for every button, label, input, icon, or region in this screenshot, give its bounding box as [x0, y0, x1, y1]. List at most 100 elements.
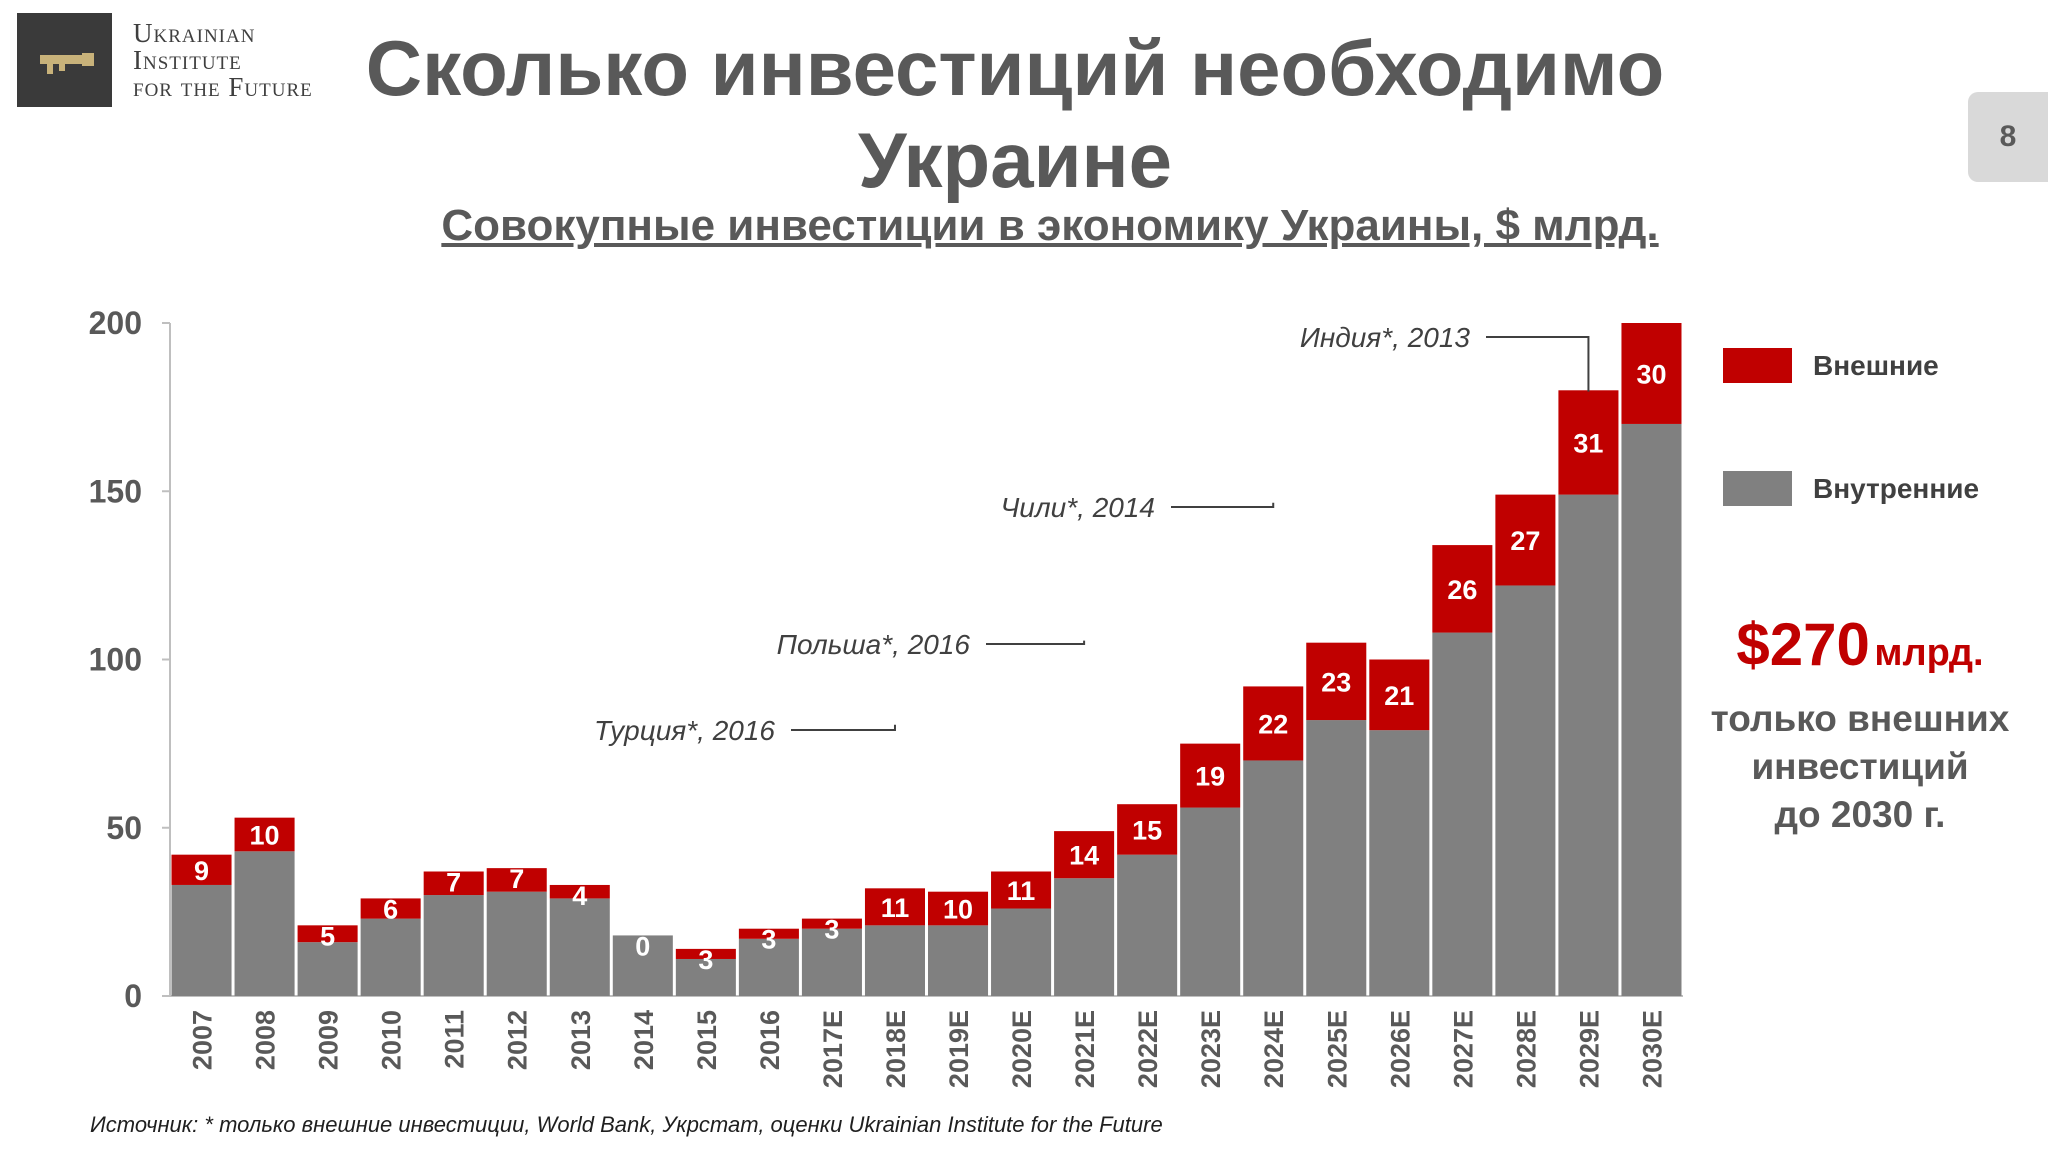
bar-external — [234, 817, 295, 852]
bar-internal — [612, 935, 673, 996]
x-tick-label: 2025E — [1322, 1010, 1352, 1088]
bar-external — [1558, 390, 1619, 495]
legend-label: Внешние — [1813, 350, 1939, 381]
bar-external — [738, 928, 799, 939]
annotation-label: Чили*, 2014 — [1000, 492, 1155, 523]
external-value-label: 14 — [1069, 841, 1099, 871]
external-value-label: 11 — [1007, 876, 1036, 906]
annotation-leader-line — [1171, 502, 1275, 508]
bar-internal — [738, 938, 799, 996]
external-value-label: 19 — [1195, 762, 1225, 792]
external-value-label: 15 — [1132, 815, 1162, 845]
bar-external — [991, 871, 1052, 909]
x-tick-label: 2019E — [944, 1010, 974, 1088]
page-number-badge: 8 — [1968, 92, 2048, 182]
bar-internal — [801, 928, 862, 996]
external-value-label: 9 — [194, 856, 209, 886]
external-value-label: 27 — [1510, 526, 1540, 556]
legend-swatch — [1723, 348, 1792, 383]
bar-internal — [423, 895, 484, 996]
legend-swatch — [1723, 471, 1792, 506]
x-tick-label: 2014 — [629, 1010, 659, 1070]
x-tick-label: 2027E — [1448, 1010, 1478, 1088]
bar-internal — [1621, 423, 1682, 996]
bar-internal — [1432, 632, 1493, 996]
x-tick-label: 2011 — [440, 1010, 470, 1069]
logo-line: Ukrainian — [133, 18, 256, 48]
page-title: Сколько инвестиций необходимо Украине — [365, 24, 1665, 204]
bar-internal — [234, 851, 295, 996]
callout-amount-row: $270 млрд. — [1690, 610, 2030, 679]
bar-internal — [1054, 878, 1115, 996]
x-tick-label: 2028E — [1511, 1010, 1541, 1088]
bar-internal — [297, 942, 358, 996]
x-tick-label: 2024E — [1259, 1010, 1289, 1088]
bar-external — [675, 948, 736, 959]
y-tick-label: 200 — [89, 305, 142, 341]
bar-external — [1432, 545, 1493, 633]
bar-internal — [1243, 760, 1304, 996]
logo-line: for the Future — [133, 72, 313, 102]
x-tick-label: 2018E — [881, 1010, 911, 1088]
external-value-label: 5 — [320, 921, 335, 951]
bar-internal — [1180, 807, 1241, 996]
y-tick-label: 50 — [106, 810, 142, 846]
chart-subtitle: Совокупные инвестиции в экономику Украин… — [441, 201, 1659, 250]
callout: $270 млрд. только внешних инвестиций до … — [1690, 610, 2030, 839]
x-tick-label: 2020E — [1007, 1010, 1037, 1088]
bar-internal — [991, 908, 1052, 996]
bar-external — [549, 884, 610, 899]
source-note: Источник: * только внешние инвестиции, W… — [90, 1112, 1163, 1137]
x-tick-label: 2022E — [1133, 1010, 1163, 1088]
external-value-label: 30 — [1636, 359, 1666, 389]
x-tick-label: 2023E — [1196, 1010, 1226, 1088]
external-value-label: 4 — [572, 881, 587, 911]
bar-external — [1306, 642, 1367, 721]
legend-label: Внутренние — [1813, 473, 1979, 504]
bar-external — [1369, 659, 1430, 731]
x-tick-label: 2012 — [503, 1010, 533, 1070]
logo-line: Institute — [133, 45, 242, 75]
bar-external — [1054, 831, 1115, 879]
bar-internal — [675, 958, 736, 996]
external-value-label: 22 — [1258, 709, 1288, 739]
x-tick-label: 2013 — [566, 1010, 596, 1070]
x-tick-label: 2015 — [692, 1010, 722, 1070]
x-tick-label: 2016 — [755, 1010, 785, 1070]
annotation-label: Индия*, 2013 — [1300, 322, 1471, 353]
x-tick-label: 2021E — [1070, 1010, 1100, 1088]
bar-external — [1117, 804, 1178, 855]
external-value-label: 10 — [943, 895, 973, 925]
bar-internal — [1558, 494, 1619, 996]
external-value-label: 0 — [635, 931, 650, 961]
bar-internal — [171, 884, 232, 996]
bar-external — [171, 854, 232, 885]
bar-external — [1180, 743, 1241, 808]
callout-line: инвестиций — [1751, 746, 1969, 787]
x-tick-label: 2007 — [188, 1010, 218, 1070]
key-icon — [40, 53, 94, 74]
bar-internal — [864, 925, 925, 996]
bar-external — [928, 891, 989, 926]
bar-external — [1495, 494, 1556, 586]
callout-line: до 2030 г. — [1774, 794, 1946, 835]
bar-internal — [1117, 854, 1178, 996]
annotation-leader-line — [791, 724, 896, 731]
annotation-leader-line — [986, 640, 1086, 645]
bar-internal — [486, 891, 547, 996]
logo-text: Ukrainian Institute for the Future — [133, 20, 313, 101]
bar-external — [1621, 323, 1682, 424]
callout-line: только внешних — [1710, 698, 2010, 739]
y-tick-label: 0 — [124, 978, 142, 1014]
external-value-label: 26 — [1447, 575, 1477, 605]
annotation-label: Польша*, 2016 — [777, 629, 971, 660]
external-value-label: 3 — [761, 925, 776, 955]
x-tick-label: 2008 — [251, 1010, 281, 1070]
bar-internal — [1306, 720, 1367, 996]
annotation-label: Турция*, 2016 — [594, 715, 775, 746]
bar-external — [486, 868, 547, 892]
y-tick-label: 150 — [89, 473, 142, 509]
external-value-label: 21 — [1384, 681, 1414, 711]
bar-external — [864, 888, 925, 926]
